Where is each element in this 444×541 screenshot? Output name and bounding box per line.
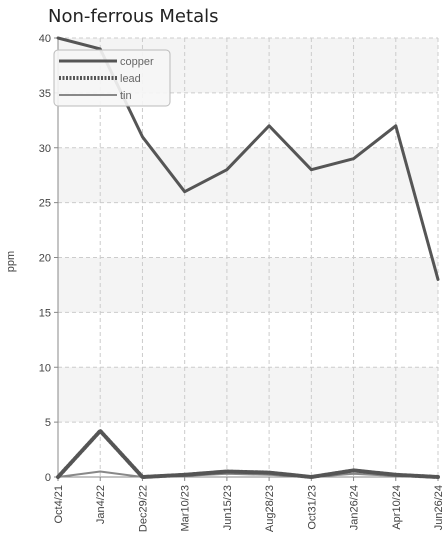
y-tick-label: 5 xyxy=(45,417,51,429)
x-tick-label: Jun15/23 xyxy=(222,485,234,530)
x-tick-labels: Oct4/21 Jan4/22 Dec29/22 Mar10/23 Jun15/23 Au… xyxy=(53,485,444,532)
plot-band xyxy=(58,257,438,313)
y-tick-labels: 0 5 10 15 20 25 30 35 40 xyxy=(39,33,51,484)
y-tick-label: 10 xyxy=(39,362,51,374)
chart-legend: copper lead tin xyxy=(53,49,171,107)
x-tick-label: Jun26/24 xyxy=(433,485,444,530)
plot-band xyxy=(58,367,438,423)
y-tick-label: 40 xyxy=(39,33,51,45)
y-tick-label: 35 xyxy=(39,88,51,100)
y-tick-label: 20 xyxy=(39,253,51,265)
y-tick-label: 0 xyxy=(45,472,51,484)
x-tick-label: Oct4/21 xyxy=(53,485,65,524)
axes xyxy=(54,37,439,481)
series-line-tin xyxy=(57,470,439,478)
legend-label-copper: copper xyxy=(120,56,154,68)
plot-band xyxy=(58,147,438,203)
x-tick-label: Apr10/24 xyxy=(391,485,403,530)
y-tick-label: 15 xyxy=(39,307,51,319)
series-line-lead xyxy=(56,428,440,479)
x-tick-label: Oct31/23 xyxy=(306,485,318,530)
legend-label-tin: tin xyxy=(120,90,132,102)
x-tick-label: Aug28/23 xyxy=(264,485,276,532)
x-tick-label: Dec29/22 xyxy=(137,485,149,532)
y-tick-label: 25 xyxy=(39,198,51,210)
legend-label-lead: lead xyxy=(120,73,141,85)
y-axis-label: ppm xyxy=(5,251,17,272)
x-tick-label: Mar10/23 xyxy=(180,485,192,531)
chart-title: Non-ferrous Metals xyxy=(48,6,219,27)
x-tick-label: Jan4/22 xyxy=(95,485,107,524)
x-tick-label: Jan26/24 xyxy=(349,485,361,530)
y-tick-label: 30 xyxy=(39,143,51,155)
